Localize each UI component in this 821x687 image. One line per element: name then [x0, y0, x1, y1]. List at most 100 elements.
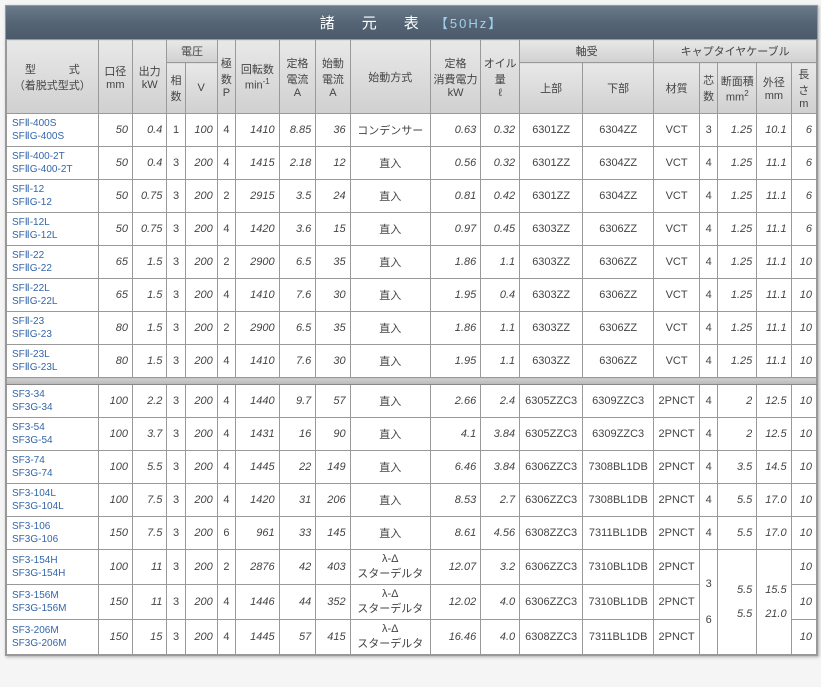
hdr-oil: オイル量ℓ — [481, 40, 520, 114]
hdr-rated-cur: 定格電流A — [279, 40, 316, 114]
cell-bu: 6303ZZ — [520, 345, 583, 378]
cell-start-cur: 35 — [316, 246, 350, 279]
cell-oil: 0.4 — [481, 279, 520, 312]
hdr-rated-pow: 定格消費電力kW — [430, 40, 480, 114]
table-row: SF3-34SF3G-34 100 2.2 3 200 4 1440 9.7 5… — [7, 385, 817, 418]
cell-rated-cur: 3.6 — [279, 213, 316, 246]
cell-cross: 1.25 — [718, 345, 757, 378]
cell-rated-pow: 8.61 — [430, 517, 480, 550]
cell-rated-pow: 1.86 — [430, 246, 480, 279]
cell-bu: 6306ZZC3 — [520, 484, 583, 517]
cell-model: SF3-106SF3G-106 — [7, 517, 99, 550]
cell-od: 12.5 — [757, 418, 791, 451]
cell-cross: 1.25 — [718, 180, 757, 213]
cell-output: 1.5 — [133, 312, 167, 345]
cell-rpm: 2876 — [236, 550, 280, 585]
cell-model: SF3-54SF3G-54 — [7, 418, 99, 451]
cell-method: λ-Δスターデルタ — [350, 620, 430, 655]
cell-len: 10 — [791, 451, 816, 484]
cell-oil: 0.45 — [481, 213, 520, 246]
cell-rated-pow: 1.86 — [430, 312, 480, 345]
cell-phase: 3 — [167, 585, 185, 620]
cell-bu: 6308ZZC3 — [520, 517, 583, 550]
cell-cores: 4 — [699, 385, 717, 418]
cell-bore: 100 — [98, 484, 132, 517]
cell-rpm: 1445 — [236, 451, 280, 484]
cell-cross: 2 — [718, 385, 757, 418]
cell-rpm: 2900 — [236, 312, 280, 345]
cell-mat: VCT — [654, 114, 700, 147]
hdr-rpm: 回転数min-1 — [236, 40, 280, 114]
cell-rated-cur: 42 — [279, 550, 316, 585]
cell-cores: 4 — [699, 312, 717, 345]
cell-mat: 2PNCT — [654, 418, 700, 451]
cell-bl: 6306ZZ — [583, 279, 654, 312]
cell-volt: 200 — [185, 213, 217, 246]
cell-len: 10 — [791, 246, 816, 279]
cell-start-cur: 352 — [316, 585, 350, 620]
cell-bore: 100 — [98, 550, 132, 585]
cell-start-cur: 12 — [316, 147, 350, 180]
cell-method: 直入 — [350, 312, 430, 345]
cell-bu: 6305ZZC3 — [520, 385, 583, 418]
cell-rated-pow: 0.81 — [430, 180, 480, 213]
cell-start-cur: 206 — [316, 484, 350, 517]
cell-poles: 2 — [217, 312, 235, 345]
cell-cores: 4 — [699, 246, 717, 279]
cell-rpm: 1420 — [236, 484, 280, 517]
cell-model: SF3-154HSF3G-154H — [7, 550, 99, 585]
cell-phase: 3 — [167, 550, 185, 585]
hz-text: 【50Hz】 — [435, 16, 503, 31]
cell-mat: VCT — [654, 246, 700, 279]
table-row: SF3-154HSF3G-154H 100 11 3 200 2 2876 42… — [7, 550, 817, 585]
cell-cores: 4 — [699, 213, 717, 246]
cell-bore: 150 — [98, 620, 132, 655]
cell-rated-pow: 1.95 — [430, 345, 480, 378]
cell-cross: 1.25 — [718, 114, 757, 147]
cell-od: 14.5 — [757, 451, 791, 484]
cell-poles: 4 — [217, 279, 235, 312]
cell-len: 6 — [791, 114, 816, 147]
cell-od: 11.1 — [757, 312, 791, 345]
table-row: SFⅡ-22LSFⅡG-22L 65 1.5 3 200 4 1410 7.6 … — [7, 279, 817, 312]
cell-oil: 1.1 — [481, 246, 520, 279]
cell-model: SFⅡ-23SFⅡG-23 — [7, 312, 99, 345]
cell-oil: 1.1 — [481, 312, 520, 345]
cell-volt: 200 — [185, 585, 217, 620]
cell-output: 0.4 — [133, 147, 167, 180]
cell-bl: 6306ZZ — [583, 213, 654, 246]
cell-mat: 2PNCT — [654, 484, 700, 517]
cell-start-cur: 24 — [316, 180, 350, 213]
cell-rated-cur: 7.6 — [279, 279, 316, 312]
cell-phase: 3 — [167, 517, 185, 550]
cell-len: 10 — [791, 345, 816, 378]
cell-output: 7.5 — [133, 484, 167, 517]
cell-model: SFⅡ-400SSFⅡG-400S — [7, 114, 99, 147]
cell-poles: 4 — [217, 585, 235, 620]
cell-poles: 4 — [217, 147, 235, 180]
cell-len: 10 — [791, 517, 816, 550]
cell-bore: 150 — [98, 585, 132, 620]
hdr-len: 長さm — [791, 63, 816, 114]
cell-mat: 2PNCT — [654, 451, 700, 484]
cell-cross-merged: 5.55.5 — [718, 550, 757, 655]
cell-cores: 4 — [699, 517, 717, 550]
cell-bl: 6306ZZ — [583, 345, 654, 378]
table-row: SF3-54SF3G-54 100 3.7 3 200 4 1431 16 90… — [7, 418, 817, 451]
cell-phase: 3 — [167, 418, 185, 451]
cell-volt: 200 — [185, 345, 217, 378]
cell-rated-pow: 6.46 — [430, 451, 480, 484]
hdr-model: 型 式（着脱式型式） — [7, 40, 99, 114]
cell-model: SFⅡ-22LSFⅡG-22L — [7, 279, 99, 312]
cell-len: 6 — [791, 180, 816, 213]
cell-poles: 4 — [217, 484, 235, 517]
cell-method: 直入 — [350, 180, 430, 213]
cell-rpm: 1446 — [236, 585, 280, 620]
table-row: SFⅡ-400SSFⅡG-400S 50 0.4 1 100 4 1410 8.… — [7, 114, 817, 147]
cell-method: 直入 — [350, 213, 430, 246]
cell-len: 10 — [791, 418, 816, 451]
cell-rpm: 1415 — [236, 147, 280, 180]
table-row: SF3-156MSF3G-156M 150 11 3 200 4 1446 44… — [7, 585, 817, 620]
cell-volt: 200 — [185, 451, 217, 484]
cell-volt: 200 — [185, 385, 217, 418]
